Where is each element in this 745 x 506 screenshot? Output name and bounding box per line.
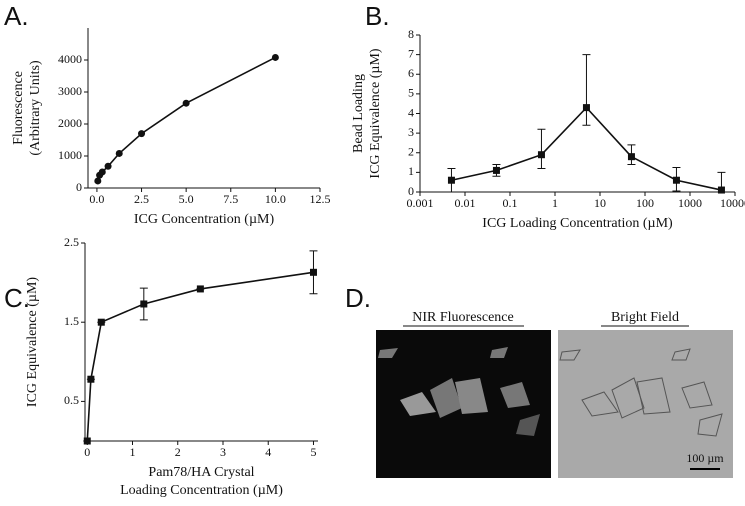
data-point xyxy=(582,104,590,112)
error-bar xyxy=(537,128,546,169)
x-tick-label: 2.5 xyxy=(134,192,149,206)
brightfield-image xyxy=(558,330,733,478)
scale-label: 100 µm xyxy=(686,451,724,465)
image-title: Bright Field xyxy=(611,310,679,325)
x-tick-label: 5 xyxy=(310,445,316,459)
x-tick-label: 100 xyxy=(636,196,654,210)
x-tick-label: 0.01 xyxy=(455,196,476,210)
y-tick-label: 2.5 xyxy=(64,235,79,249)
data-point xyxy=(271,53,279,61)
crystal-outlines xyxy=(559,348,723,437)
data-line xyxy=(97,56,276,182)
data-point xyxy=(115,149,123,157)
y-tick-label: 1 xyxy=(408,164,414,178)
data-point xyxy=(83,437,91,445)
data-point xyxy=(87,375,95,383)
x-tick-label: 1 xyxy=(552,196,558,210)
panel-letter: C. xyxy=(4,283,30,313)
x-tick-label: 1000 xyxy=(678,196,702,210)
y-tick-label: 4 xyxy=(408,105,414,119)
data-point xyxy=(140,300,148,308)
data-point xyxy=(94,177,102,185)
y-tick-label: 4000 xyxy=(58,52,82,66)
y-tick-label: 3000 xyxy=(58,84,82,98)
data-point xyxy=(672,176,680,184)
y-tick-label: 3 xyxy=(408,125,414,139)
y-axis-label: ICG Equivalence (µM) xyxy=(25,277,40,407)
data-point xyxy=(98,168,106,176)
x-tick-label: 0.1 xyxy=(503,196,518,210)
x-tick-label: 5.0 xyxy=(179,192,194,206)
x-tick-label: 3 xyxy=(220,445,226,459)
y-axis-label: ICG Equivalence (µM) xyxy=(368,48,383,178)
y-tick-label: 6 xyxy=(408,66,414,80)
x-tick-label: 4 xyxy=(265,445,271,459)
x-tick-label: 2 xyxy=(175,445,181,459)
x-tick-label: 0 xyxy=(84,445,90,459)
y-tick-label: 1.5 xyxy=(64,314,79,328)
panel-letter: A. xyxy=(4,1,29,31)
data-point xyxy=(104,162,112,170)
x-tick-label: 0.0 xyxy=(89,192,104,206)
data-point xyxy=(196,285,204,293)
crystals xyxy=(378,347,540,436)
x-axis-label: ICG Concentration (µM) xyxy=(134,212,275,227)
data-point xyxy=(309,268,317,276)
y-tick-label: 1000 xyxy=(58,148,82,162)
y-tick-label: 5 xyxy=(408,86,414,100)
x-axis-label: Pam78/HA Crystal xyxy=(148,465,254,480)
y-tick-label: 7 xyxy=(408,46,414,60)
x-axis-label: ICG Loading Concentration (µM) xyxy=(482,216,673,231)
x-tick-label: 10 xyxy=(594,196,606,210)
x-axis-label: Loading Concentration (µM) xyxy=(120,483,283,498)
error-bar xyxy=(582,54,591,126)
panel-letter: D. xyxy=(345,283,371,313)
y-tick-label: 0.5 xyxy=(64,393,79,407)
y-axis-label: Fluorescence xyxy=(11,71,26,145)
panel-d: NIR Fluorescence Bright Field 100 µm xyxy=(376,310,733,478)
data-point xyxy=(447,176,455,184)
y-tick-label: 2000 xyxy=(58,116,82,130)
x-tick-label: 12.5 xyxy=(310,192,331,206)
panel-letter: B. xyxy=(365,1,390,31)
data-point xyxy=(182,99,190,107)
x-tick-label: 1 xyxy=(130,445,136,459)
image-title: NIR Fluorescence xyxy=(412,310,513,325)
y-axis-label: Bead Loading xyxy=(351,74,366,153)
y-tick-label: 0 xyxy=(76,180,82,194)
y-axis-label: (Arbitrary Units) xyxy=(28,60,43,156)
data-point xyxy=(537,151,545,159)
data-point xyxy=(97,318,105,326)
y-tick-label: 0 xyxy=(408,184,414,198)
x-tick-label: 10.0 xyxy=(265,192,286,206)
data-point xyxy=(627,153,635,161)
data-point xyxy=(138,130,146,138)
data-line xyxy=(86,271,314,442)
x-tick-label: 0.001 xyxy=(407,196,434,210)
data-point xyxy=(492,166,500,174)
y-tick-label: 8 xyxy=(408,27,414,41)
y-tick-label: 2 xyxy=(408,145,414,159)
x-tick-label: 7.5 xyxy=(223,192,238,206)
data-point xyxy=(717,186,725,194)
